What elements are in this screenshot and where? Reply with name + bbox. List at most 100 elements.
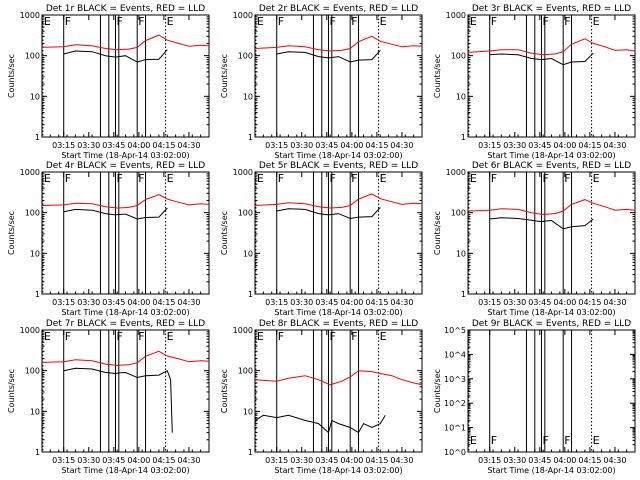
attenuator-marker-label: F (491, 434, 497, 447)
series-events-line (254, 414, 386, 434)
detector-panel-1: Det 1r BLACK = Events, RED = LLD 1 10 100 10… (7, 4, 210, 160)
series-lld-line (467, 38, 636, 56)
attenuator-marker-label: F (351, 330, 357, 343)
x-tick-label: 03:15 (478, 456, 501, 465)
panel-title: Det 6r BLACK = Events, RED = LLD (472, 161, 631, 171)
x-tick-label: 03:45 (315, 298, 338, 307)
attenuator-marker-label: E (470, 434, 477, 447)
attenuator-marker-label: F (138, 172, 144, 185)
y-tick-label: 10^5 (444, 326, 466, 335)
x-tick-label: 04:00 (553, 456, 576, 465)
x-tick-label: 03:45 (528, 298, 551, 307)
series-lld-line (467, 199, 636, 216)
y-tick-label: 10 (456, 92, 466, 101)
x-tick-label: 03:15 (52, 456, 75, 465)
x-tick-label: 03:30 (77, 456, 100, 465)
attenuator-marker-label: F (116, 15, 122, 28)
x-tick-label: 04:15 (365, 141, 388, 150)
attenuator-marker-label: F (278, 330, 284, 343)
y-tick-label: 10^4 (444, 350, 466, 359)
y-axis-label: Counts/sec (220, 211, 229, 255)
y-tick-label: 1 (248, 290, 253, 299)
series-lld-line (41, 193, 210, 209)
x-tick-label: 04:30 (390, 141, 413, 150)
x-tick-label: 03:45 (102, 298, 125, 307)
y-tick-label: 1 (461, 133, 466, 142)
x-tick-label: 03:15 (265, 298, 288, 307)
detector-panel-3: Det 3r BLACK = Events, RED = LLD 1 10 100 10… (433, 4, 636, 160)
y-tick-label: 1000 (20, 168, 40, 177)
x-axis-label: Start Time (18-Apr-14 03:02:00) (274, 151, 402, 160)
x-tick-label: 04:15 (578, 141, 601, 150)
x-tick-label: 04:00 (340, 141, 363, 150)
x-axis-label: Start Time (18-Apr-14 03:02:00) (61, 466, 189, 475)
detector-panel-9: Det 9r BLACK = Events, RED = LLD 10^0 10^1… (433, 319, 636, 475)
x-tick-label: 04:15 (152, 141, 175, 150)
plot-frame (41, 171, 210, 295)
panel-title: Det 4r BLACK = Events, RED = LLD (46, 161, 205, 171)
attenuator-marker-label: F (138, 15, 144, 28)
x-tick-label: 04:15 (365, 456, 388, 465)
y-axis-label: Counts/sec (7, 54, 16, 98)
y-tick-label: 1 (35, 448, 40, 457)
y-tick-label: 10^3 (444, 375, 466, 384)
panel-title: Det 5r BLACK = Events, RED = LLD (259, 161, 418, 171)
y-tick-label: 1000 (233, 11, 253, 20)
x-tick-label: 04:30 (390, 456, 413, 465)
panel-title: Det 1r BLACK = Events, RED = LLD (46, 4, 205, 14)
x-tick-label: 04:15 (152, 456, 175, 465)
attenuator-marker-label: F (564, 15, 570, 28)
x-tick-label: 04:30 (603, 456, 626, 465)
y-tick-label: 100 (238, 367, 253, 376)
attenuator-marker-label: F (65, 15, 71, 28)
attenuator-marker-label: E (44, 172, 51, 185)
y-tick-label: 10 (243, 249, 253, 258)
y-axis-label: Counts/sec (433, 211, 442, 255)
y-tick-label: 1 (248, 448, 253, 457)
x-tick-label: 04:15 (578, 298, 601, 307)
x-tick-label: 04:30 (177, 141, 200, 150)
series-events-line (63, 49, 168, 63)
x-tick-label: 03:15 (52, 298, 75, 307)
x-tick-label: 03:30 (77, 298, 100, 307)
attenuator-marker-label: F (351, 15, 357, 28)
panel-title: Det 9r BLACK = Events, RED = LLD (472, 319, 631, 329)
attenuator-marker-label: E (470, 15, 477, 28)
x-tick-label: 04:00 (553, 298, 576, 307)
attenuator-marker-label: E (167, 15, 174, 28)
attenuator-marker-label: E (167, 330, 174, 343)
panel-title: Det 2r BLACK = Events, RED = LLD (259, 4, 418, 14)
detector-panel-8: Det 8r BLACK = Events, RED = LLD 1 10 100 10… (220, 319, 423, 475)
x-axis-label: Start Time (18-Apr-14 03:02:00) (487, 308, 615, 317)
x-axis-label: Start Time (18-Apr-14 03:02:00) (487, 151, 615, 160)
attenuator-marker-label: F (116, 172, 122, 185)
attenuator-marker-label: F (278, 172, 284, 185)
series-events-line (63, 207, 168, 220)
attenuator-marker-label: F (564, 172, 570, 185)
y-axis-label: Counts/sec (220, 369, 229, 413)
x-tick-label: 04:00 (553, 141, 576, 150)
y-tick-label: 10^0 (444, 448, 466, 457)
x-tick-label: 03:45 (102, 141, 125, 150)
attenuator-marker-label: E (593, 434, 600, 447)
x-tick-label: 03:45 (315, 456, 338, 465)
y-tick-label: 100 (25, 209, 40, 218)
y-tick-label: 1000 (446, 11, 466, 20)
series-lld-line (41, 34, 210, 51)
series-lld-line (254, 193, 423, 209)
attenuator-marker-label: E (257, 172, 264, 185)
x-tick-label: 03:15 (265, 456, 288, 465)
attenuator-marker-label: F (65, 172, 71, 185)
y-tick-label: 1000 (233, 168, 253, 177)
x-tick-label: 03:30 (290, 141, 313, 150)
x-tick-label: 04:15 (365, 298, 388, 307)
attenuator-marker-label: E (44, 330, 51, 343)
attenuator-marker-label: F (542, 434, 548, 447)
y-tick-label: 100 (451, 209, 466, 218)
attenuator-marker-label: E (257, 15, 264, 28)
y-tick-label: 10 (243, 92, 253, 101)
y-tick-label: 100 (25, 52, 40, 61)
x-tick-label: 03:45 (528, 141, 551, 150)
y-axis-label: Counts/sec (220, 54, 229, 98)
series-events-line (489, 52, 594, 66)
